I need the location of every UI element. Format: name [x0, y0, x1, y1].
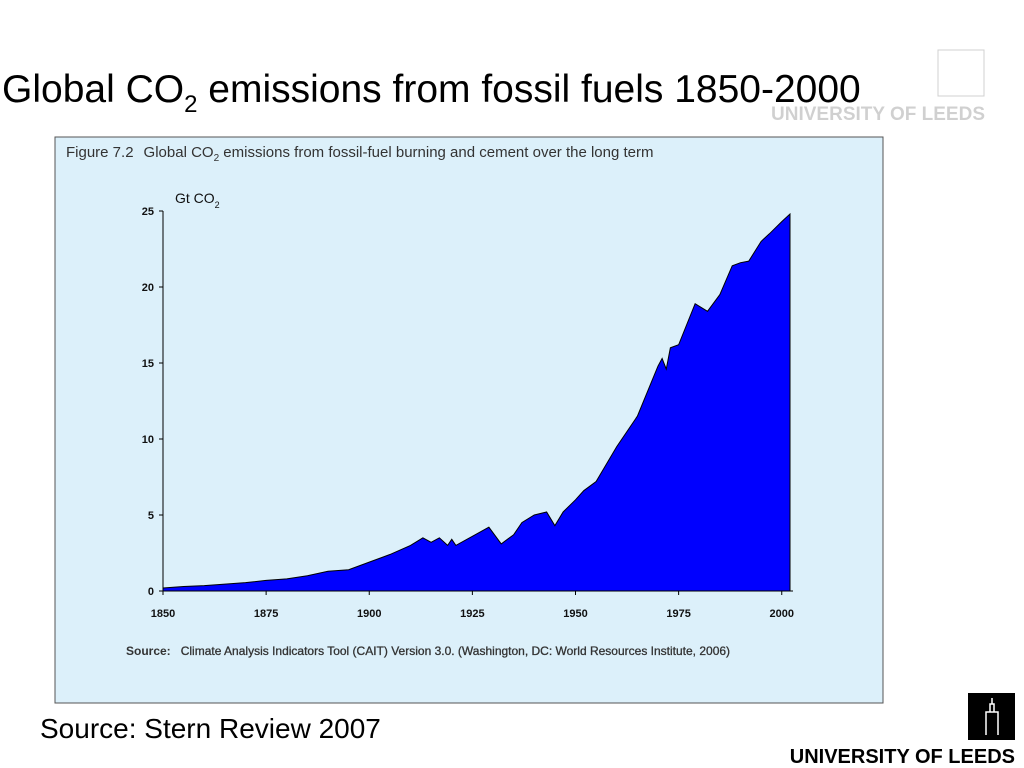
title-part: Global CO [2, 68, 184, 111]
logo-box [937, 49, 985, 97]
title-sub: 2 [184, 91, 197, 118]
y-label-part: Gt CO [175, 190, 215, 206]
source-text: Climate Analysis Indicators Tool (CAIT) … [180, 644, 731, 658]
y-tick-label: 5 [148, 510, 154, 522]
title-part: emissions from fossil fuels 1850-2000 [197, 68, 860, 111]
y-label-sub: 2 [215, 200, 220, 210]
y-tick-label: 0 [148, 586, 154, 598]
y-tick-label: 25 [142, 206, 154, 218]
slide-title: Global CO2 emissions from fossil fuels 1… [2, 68, 861, 118]
y-tick-label: 20 [142, 282, 154, 294]
x-tick-label: 1875 [254, 608, 278, 620]
figure-title-sub: 2 [214, 153, 220, 164]
logo-icon [985, 698, 999, 735]
figure-source: Source: Climate Analysis Indicators Tool… [126, 643, 786, 659]
area [162, 212, 791, 592]
x-tick-label: 1900 [357, 608, 381, 620]
y-tick-label: 15 [142, 358, 154, 370]
logo-text: UNIVERSITY OF LEEDS [771, 104, 985, 125]
figure-title-part: emissions from fossil-fuel burning and c… [219, 144, 653, 161]
figure-source-text: Source: Climate Analysis Indicators Tool… [126, 643, 786, 659]
x-tick-label: 1925 [460, 608, 484, 620]
y-tick-label: 10 [142, 434, 154, 446]
figure-title: Figure 7.2 Global CO2 emissions from foss… [66, 144, 654, 164]
slide-source: Source: Stern Review 2007 [40, 713, 381, 744]
logo-watermark: UNIVERSITY OF LEEDS [771, 49, 985, 125]
x-tick-label: 2000 [770, 608, 794, 620]
figure-number: Figure 7.2 [66, 144, 134, 161]
x-tick-label: 1850 [151, 608, 175, 620]
x-tick-label: 1950 [563, 608, 587, 620]
y-axis-label: Gt CO2 [175, 190, 220, 210]
logo-tower [985, 698, 999, 735]
logo-text: UNIVERSITY OF LEEDS [790, 746, 1015, 768]
figure-title-part: Global CO [144, 144, 214, 161]
plot: 0 5 10 15 20 25 1850 1875 1900 1925 1950 1975 2000 [142, 206, 794, 620]
x-tick-label: 1975 [666, 608, 690, 620]
source-label: Source: [126, 644, 171, 658]
